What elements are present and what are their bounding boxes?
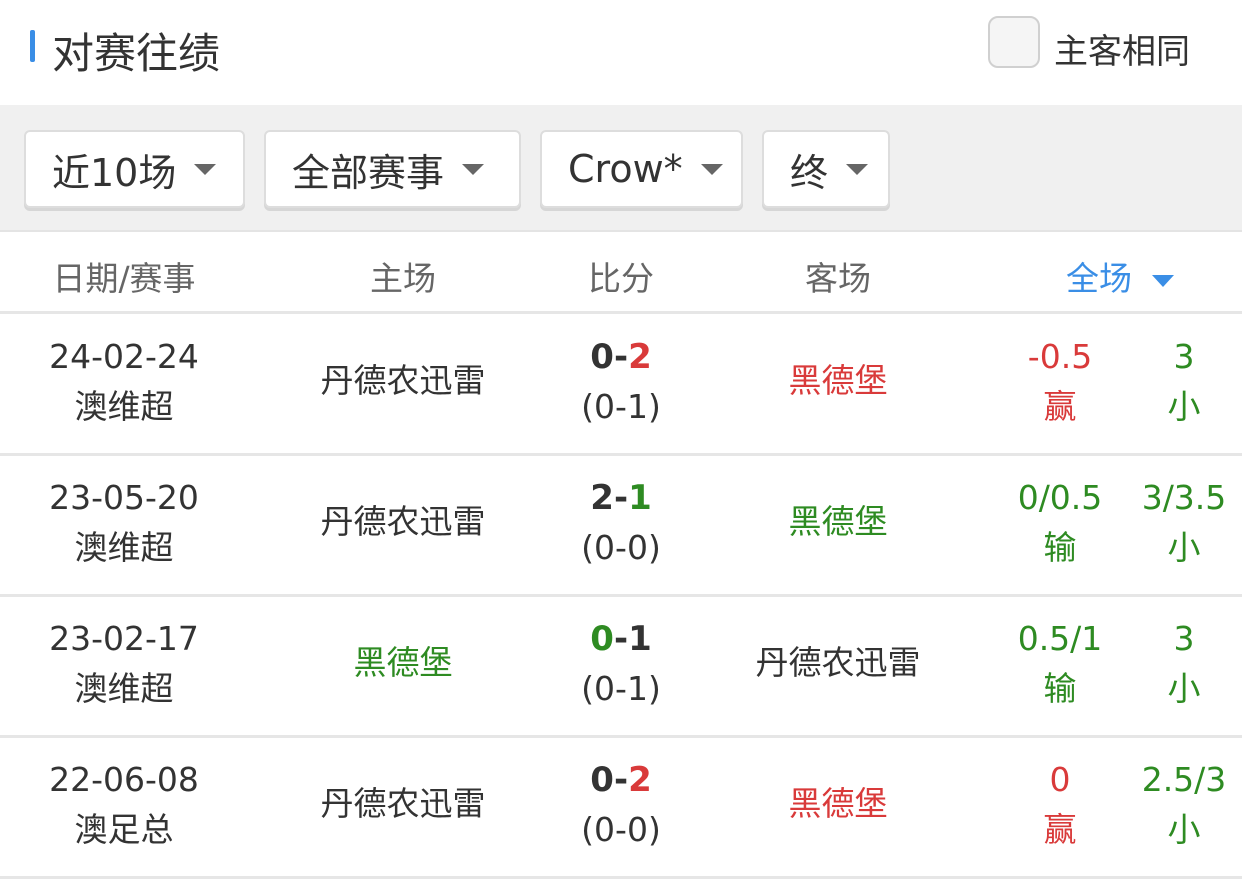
total-line: 3/3.5 (1141, 478, 1227, 517)
half-time-score: (0-0) (581, 528, 661, 567)
handicap-result: 输 (1043, 528, 1077, 567)
same-home-away-checkbox[interactable] (988, 16, 1040, 68)
caret-down-icon (846, 163, 869, 175)
recent-matches-dropdown[interactable]: 近10场 (24, 130, 245, 208)
score-separator: - (613, 337, 629, 377)
match-date: 23-02-17 (49, 619, 199, 658)
total-result: 小 (1167, 387, 1201, 426)
dropdown-label: Crow* (568, 147, 683, 191)
home-goals: 0 (590, 760, 614, 800)
away-goals: 2 (628, 337, 652, 377)
total-line: 3 (1173, 337, 1195, 376)
col-date: 日期/赛事 (52, 259, 196, 298)
handicap-line: 0/0.5 (1017, 478, 1103, 517)
section-header: 对赛往绩 主客相同 (0, 0, 1242, 105)
match-date: 23-05-20 (49, 478, 199, 517)
score-separator: - (613, 760, 629, 800)
caret-down-icon (700, 163, 723, 175)
total-line: 3 (1173, 619, 1195, 658)
col-home: 主场 (370, 259, 436, 298)
competition-dropdown[interactable]: 全部赛事 (264, 130, 521, 208)
away-team[interactable]: 丹德农迅雷 (755, 643, 921, 682)
section-title: 对赛往绩 (52, 29, 221, 78)
total-result: 小 (1167, 528, 1201, 567)
match-date: 22-06-08 (49, 760, 199, 799)
handicap-result: 赢 (1043, 387, 1077, 426)
full-time-score: 0-2 (590, 760, 651, 800)
away-goals: 2 (628, 760, 652, 800)
col-score: 比分 (588, 259, 654, 298)
caret-down-icon (462, 163, 485, 175)
table-row[interactable]: 23-02-17 澳维超 黑德堡 0-1 (0-1) 丹德农迅雷 0.5/1 输… (0, 597, 1242, 738)
league: 澳维超 (74, 528, 174, 567)
dropdown-label: 近10场 (52, 150, 177, 195)
away-team[interactable]: 黑德堡 (788, 361, 888, 400)
dropdown-label: 终 (790, 150, 829, 195)
home-team[interactable]: 丹德农迅雷 (320, 502, 486, 541)
home-goals: 2 (590, 478, 614, 518)
home-team[interactable]: 丹德农迅雷 (320, 784, 486, 823)
away-goals: 1 (628, 478, 652, 518)
table-header: 日期/赛事 主场 比分 客场 全场 (0, 234, 1242, 314)
home-team[interactable]: 黑德堡 (353, 643, 453, 682)
caret-down-icon (1152, 274, 1174, 287)
col-away: 客场 (805, 259, 871, 298)
bookmaker-dropdown[interactable]: Crow* (540, 130, 743, 208)
full-time-score: 0-2 (590, 337, 651, 377)
league: 澳足总 (74, 810, 174, 849)
handicap-result: 输 (1043, 669, 1077, 708)
handicap-line: -0.5 (1027, 337, 1093, 376)
table-row[interactable]: 23-05-20 澳维超 丹德农迅雷 2-1 (0-0) 黑德堡 0/0.5 输… (0, 456, 1242, 597)
total-line: 2.5/3 (1141, 760, 1227, 799)
total-result: 小 (1167, 669, 1201, 708)
half-time-score: (0-0) (581, 810, 661, 849)
half-time-score: (0-1) (581, 387, 661, 426)
handicap-result: 赢 (1043, 810, 1077, 849)
home-team[interactable]: 丹德农迅雷 (320, 361, 486, 400)
caret-down-icon (194, 163, 217, 175)
accent-bar (30, 30, 35, 62)
league: 澳维超 (74, 387, 174, 426)
league: 澳维超 (74, 669, 174, 708)
filter-bar: 近10场 全部赛事 Crow* 终 (0, 105, 1242, 232)
home-goals: 0 (590, 619, 614, 659)
away-goals: 1 (628, 619, 652, 659)
handicap-line: 0 (1049, 760, 1071, 799)
odds-stage-dropdown[interactable]: 终 (762, 130, 890, 208)
table-row[interactable]: 22-06-08 澳足总 丹德农迅雷 0-2 (0-0) 黑德堡 0 赢 2.5… (0, 738, 1242, 879)
score-separator: - (613, 478, 629, 518)
table-row[interactable]: 24-02-24 澳维超 丹德农迅雷 0-2 (0-1) 黑德堡 -0.5 赢 … (0, 315, 1242, 456)
full-time-dropdown[interactable]: 全场 (1066, 252, 1174, 300)
score-separator: - (613, 619, 629, 659)
away-team[interactable]: 黑德堡 (788, 502, 888, 541)
dropdown-label: 全部赛事 (292, 150, 445, 195)
away-team[interactable]: 黑德堡 (788, 784, 888, 823)
handicap-line: 0.5/1 (1017, 619, 1103, 658)
home-goals: 0 (590, 337, 614, 377)
total-result: 小 (1167, 810, 1201, 849)
match-date: 24-02-24 (49, 337, 199, 376)
half-time-score: (0-1) (581, 669, 661, 708)
same-home-away-label[interactable]: 主客相同 (1054, 32, 1190, 72)
col-full-label: 全场 (1066, 259, 1132, 298)
full-time-score: 0-1 (590, 619, 651, 659)
full-time-score: 2-1 (590, 478, 651, 518)
